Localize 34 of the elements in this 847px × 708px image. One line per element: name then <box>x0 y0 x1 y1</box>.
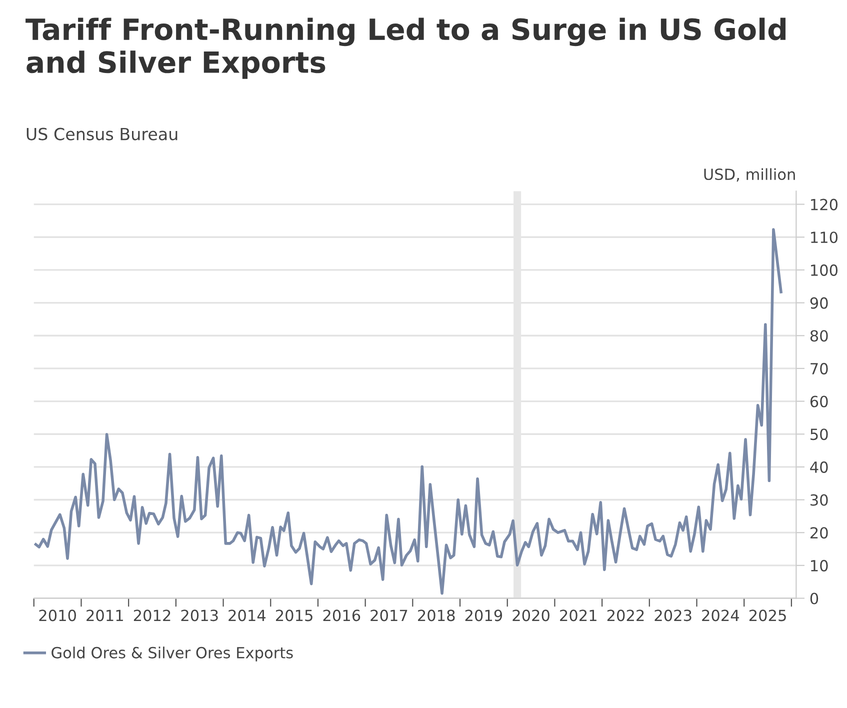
chart-title: Tariff Front-Running Led to a Surge in US Gold and Silver Exports <box>26 18 786 79</box>
x-tick-label: 2013 <box>181 610 218 622</box>
y-tick-label: 80 <box>810 330 828 342</box>
x-tick-label: 2012 <box>134 610 170 622</box>
y-axis-title: USD, million <box>704 168 795 182</box>
y-tick-label: 70 <box>810 362 828 374</box>
x-tick-label: 2020 <box>512 610 550 622</box>
x-tick-label: 2017 <box>370 610 408 622</box>
x-tick-label: 2016 <box>323 610 360 622</box>
x-tick-label: 2023 <box>654 610 692 622</box>
y-tick-label: 10 <box>811 560 828 572</box>
y-tick-label: 110 <box>811 232 838 244</box>
x-tick-label: 2010 <box>39 610 76 622</box>
chart-subtitle: US Census Bureau <box>26 128 178 140</box>
x-tick-label: 2024 <box>702 610 740 622</box>
y-tick-label: 120 <box>811 198 838 210</box>
y-tick-label: 40 <box>810 461 828 473</box>
x-tick-label: 2015 <box>276 610 312 622</box>
y-tick-label: 90 <box>810 297 828 309</box>
y-tick-label: 60 <box>810 396 828 408</box>
y-tick-label: 50 <box>810 428 828 440</box>
x-tick-label: 2019 <box>465 610 502 622</box>
x-tick-label: 2021 <box>560 610 596 622</box>
legend-label: Gold Ores & Silver Ores Exports <box>52 646 293 662</box>
x-tick-label: 2022 <box>607 610 644 622</box>
x-tick-label: 2011 <box>86 610 123 622</box>
y-tick-label: 30 <box>810 494 828 506</box>
x-tick-label: 2014 <box>228 610 266 622</box>
y-tick-label: 100 <box>811 264 838 276</box>
y-tick-label: 20 <box>810 527 828 539</box>
x-tick-label: 2018 <box>418 610 455 622</box>
line-series <box>34 228 782 595</box>
y-tick-label: 0 <box>810 592 818 604</box>
x-tick-label: 2025 <box>749 610 786 622</box>
